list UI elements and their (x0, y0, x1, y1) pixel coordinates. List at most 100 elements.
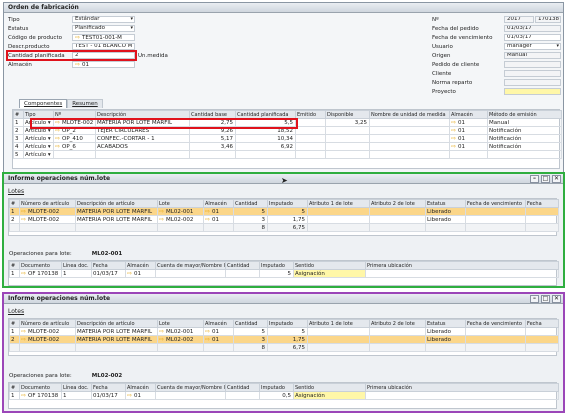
table-cell[interactable]: Manual (487, 118, 562, 127)
col-header[interactable]: Fecha (525, 319, 559, 328)
col-header[interactable]: Nombre de unidad de medida (369, 110, 450, 119)
table-cell[interactable]: 5 (233, 327, 268, 336)
table-cell[interactable]: Artículo ▾ (23, 150, 54, 159)
col-header[interactable]: Primera ubicación (365, 261, 559, 270)
due-date-field[interactable]: 01/03/17 (504, 34, 561, 41)
table-cell[interactable]: 1 (9, 207, 20, 216)
col-header[interactable]: Fecha (525, 199, 559, 208)
table-cell[interactable]: Notificación (487, 142, 562, 151)
table-cell[interactable] (525, 207, 559, 216)
table-row[interactable]: 4 Artículo ▾ ⇨ OP_6 ACABADOS 3,46 6,92 ⇨ 01 Notif… (13, 142, 562, 151)
link-arrow-icon[interactable]: ⇨ (55, 143, 61, 150)
col-header[interactable]: Línea doc. (61, 383, 92, 392)
table-cell[interactable]: 01/03/17 (91, 269, 126, 278)
product-code-field[interactable]: ⇨ TEST01-001-M (72, 34, 135, 41)
user-select[interactable]: manager (504, 43, 561, 50)
table-cell[interactable] (325, 126, 370, 135)
table-cell[interactable]: CONFEC.-CORTAR - 1 (95, 134, 190, 143)
col-header[interactable]: Fecha de vencimiento (465, 199, 526, 208)
table-cell[interactable] (365, 269, 559, 278)
table-cell[interactable]: ⇨ 01 (449, 126, 488, 135)
col-header[interactable]: Cantidad (233, 319, 268, 328)
table-cell[interactable] (325, 134, 370, 143)
table-cell[interactable]: 2 (9, 215, 20, 224)
col-header[interactable]: # (9, 261, 20, 270)
table-row[interactable]: 3 Artículo ▾ ⇨ OP_410 CONFEC.-CORTAR - 1 5,17… (13, 134, 562, 143)
col-header[interactable]: Lote (157, 319, 204, 328)
table-cell[interactable] (95, 150, 190, 159)
table-cell[interactable] (369, 118, 450, 127)
table-cell[interactable] (235, 150, 296, 159)
table-cell[interactable]: 3 (233, 335, 268, 344)
col-header[interactable]: Documento (19, 261, 62, 270)
table-cell[interactable]: ⇨ 01 (449, 118, 488, 127)
table-cell[interactable]: 1 (13, 118, 24, 127)
link-arrow-icon[interactable]: ⇨ (159, 216, 165, 223)
col-header[interactable]: Cuenta de mayor/Nombre IC (155, 261, 226, 270)
col-header[interactable]: Fecha (91, 261, 126, 270)
table-cell[interactable]: Asignación (293, 391, 366, 400)
link-arrow-icon[interactable]: ⇨ (127, 392, 133, 399)
table-cell[interactable]: ⇨ MLOTE-002 (19, 207, 76, 216)
col-header[interactable]: Sentido (293, 383, 366, 392)
dropdown-arrow-icon[interactable]: ▾ (46, 127, 51, 134)
table-cell[interactable] (325, 142, 370, 151)
table-cell[interactable]: 3,25 (325, 118, 370, 127)
maximize-icon[interactable]: □ (541, 175, 550, 183)
warehouse-field[interactable]: ⇨ 01 (72, 61, 135, 68)
table-cell[interactable] (325, 150, 370, 159)
col-header[interactable]: Atributo 2 de lote (369, 199, 426, 208)
col-header[interactable]: Número de artículo (19, 199, 76, 208)
table-cell[interactable]: 5 (13, 150, 24, 159)
status-select[interactable]: Planificado (72, 25, 135, 32)
col-header[interactable]: Método de emisión (487, 110, 562, 119)
table-cell[interactable] (369, 335, 426, 344)
dropdown-arrow-icon[interactable]: ▾ (46, 119, 51, 126)
table-cell[interactable]: MATERIA POR LOTE MARFIL (75, 327, 158, 336)
col-header[interactable]: Atributo 1 de lote (307, 319, 370, 328)
table-row[interactable]: 1 ⇨ MLOTE-002 MATERIA POR LOTE MARFIL ⇨ ML02-… (9, 327, 559, 336)
link-arrow-icon[interactable]: ⇨ (21, 270, 27, 277)
table-cell[interactable]: Notificación (487, 134, 562, 143)
table-cell[interactable] (295, 150, 326, 159)
table-cell[interactable] (307, 215, 370, 224)
col-header[interactable]: Almacén (203, 319, 234, 328)
table-cell[interactable] (307, 335, 370, 344)
table-cell[interactable] (525, 215, 559, 224)
link-arrow-icon[interactable]: ⇨ (21, 216, 27, 223)
table-cell[interactable]: 1 (61, 391, 92, 400)
table-cell[interactable] (525, 335, 559, 344)
link-arrow-icon[interactable]: ⇨ (21, 208, 27, 215)
table-cell[interactable] (307, 207, 370, 216)
link-arrow-icon[interactable]: ⇨ (451, 127, 457, 134)
link-arrow-icon[interactable]: ⇨ (21, 336, 27, 343)
table-cell[interactable] (295, 142, 326, 151)
link-arrow-icon[interactable]: ⇨ (75, 34, 81, 41)
table-cell[interactable] (369, 327, 426, 336)
col-header[interactable]: Cantidad (233, 199, 268, 208)
table-cell[interactable]: 1,75 (267, 215, 308, 224)
col-header[interactable]: Descripción de artículo (75, 199, 158, 208)
table-cell[interactable] (53, 150, 96, 159)
col-header[interactable]: Documento (19, 383, 62, 392)
col-header[interactable]: Almacén (125, 383, 156, 392)
col-header[interactable]: Almacén (125, 261, 156, 270)
table-cell[interactable] (189, 150, 236, 159)
dropdown-arrow-icon[interactable]: ▾ (46, 135, 51, 142)
table-cell[interactable] (369, 126, 450, 135)
link-arrow-icon[interactable]: ⇨ (159, 328, 165, 335)
close-icon[interactable]: ✕ (552, 175, 561, 183)
col-header[interactable]: Imputado (267, 319, 308, 328)
table-cell[interactable]: Asignación (293, 269, 366, 278)
col-header[interactable]: # (9, 383, 20, 392)
minimize-icon[interactable]: – (530, 175, 539, 183)
table-cell[interactable]: 01/03/17 (91, 391, 126, 400)
table-cell[interactable]: ⇨ ML02-002 (157, 215, 204, 224)
table-cell[interactable] (295, 126, 326, 135)
table-cell[interactable]: Liberado (425, 335, 466, 344)
table-row[interactable]: 1 ⇨ OF 170138 1 01/03/17 ⇨ 01 0,5 Asignación (9, 391, 559, 400)
col-header[interactable]: Estatus (425, 319, 466, 328)
col-header[interactable]: Cantidad (225, 261, 260, 270)
planned-qty-field[interactable]: 2 (72, 52, 135, 59)
table-cell[interactable]: 5 (233, 207, 268, 216)
